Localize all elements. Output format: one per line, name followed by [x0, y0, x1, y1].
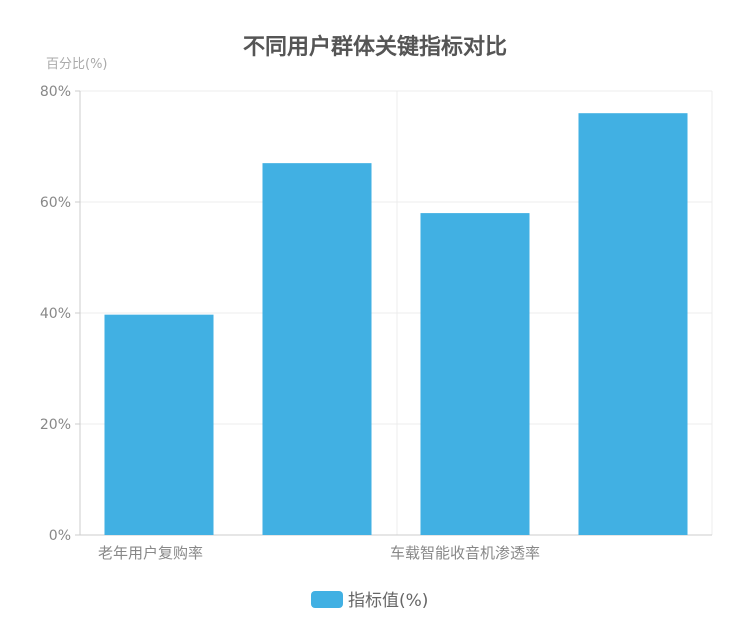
x-axis-categories: 老年用户复购率 车载智能收音机渗透率: [98, 544, 540, 562]
chart-title: 不同用户群体关键指标对比: [243, 34, 507, 60]
y-axis-ticks: 0% 20% 40% 60% 80%: [40, 84, 712, 544]
y-tick-label: 20%: [40, 417, 71, 433]
legend-swatch: [311, 591, 343, 608]
bars: [104, 113, 688, 535]
bar[interactable]: [262, 163, 372, 535]
bar[interactable]: [420, 213, 530, 535]
y-tick-label: 0%: [49, 528, 71, 544]
legend-label: 指标值(%): [348, 591, 428, 611]
y-tick-label: 60%: [40, 195, 71, 211]
x-category-label: 老年用户复购率: [98, 544, 203, 562]
y-tick-label: 80%: [40, 84, 71, 100]
bar[interactable]: [578, 113, 688, 535]
legend[interactable]: 指标值(%): [311, 591, 428, 611]
x-category-label: 车载智能收音机渗透率: [390, 544, 540, 562]
y-tick-label: 40%: [40, 306, 71, 322]
y-axis-label: 百分比(%): [46, 57, 108, 72]
bar[interactable]: [104, 314, 214, 535]
